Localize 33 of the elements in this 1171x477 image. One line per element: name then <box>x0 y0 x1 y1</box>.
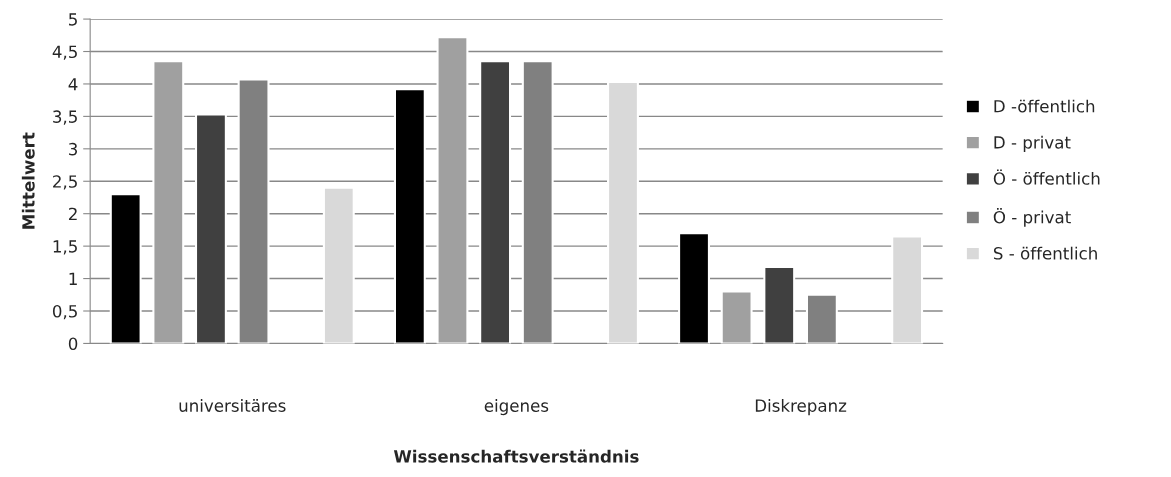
y-tick-label: 0,5 <box>52 304 77 320</box>
bar <box>763 265 796 344</box>
bar <box>891 235 924 344</box>
legend-label: S - öffentlich <box>993 246 1097 260</box>
bar <box>152 60 185 344</box>
bar <box>479 60 512 344</box>
y-tick-label: 3 <box>69 142 78 156</box>
x-axis-title: Wissenschaftsverständnis <box>393 449 639 463</box>
y-tick-label: 3,5 <box>53 110 77 125</box>
bar <box>607 80 639 344</box>
legend-label: Ö - öffentlich <box>993 169 1100 185</box>
x-tick-label: universitäres <box>179 399 286 412</box>
y-tick-label: 0 <box>68 337 78 351</box>
y-tick-label: 5 <box>69 13 77 26</box>
y-tick-label: 2 <box>68 207 77 221</box>
legend-label: D -öffentlich <box>994 99 1095 113</box>
y-tick-label: 1 <box>69 272 77 285</box>
bar <box>194 113 227 344</box>
x-tick-label: eigenes <box>484 399 549 416</box>
x-tick-label: Diskrepanz <box>755 399 847 416</box>
bar <box>393 88 426 344</box>
bar <box>436 36 469 344</box>
legend-label: Ö - privat <box>993 208 1071 227</box>
bar <box>322 186 355 344</box>
y-axis-title: Mittelwert <box>21 132 35 229</box>
bar <box>109 193 142 344</box>
bar <box>720 290 753 344</box>
y-tick-label: 1,5 <box>53 240 77 255</box>
y-tick-label: 2,5 <box>53 175 77 190</box>
y-tick-label: 4 <box>68 78 78 91</box>
bar <box>678 232 710 344</box>
y-tick-label: 4,5 <box>52 45 77 60</box>
legend-label: D - privat <box>994 135 1071 152</box>
